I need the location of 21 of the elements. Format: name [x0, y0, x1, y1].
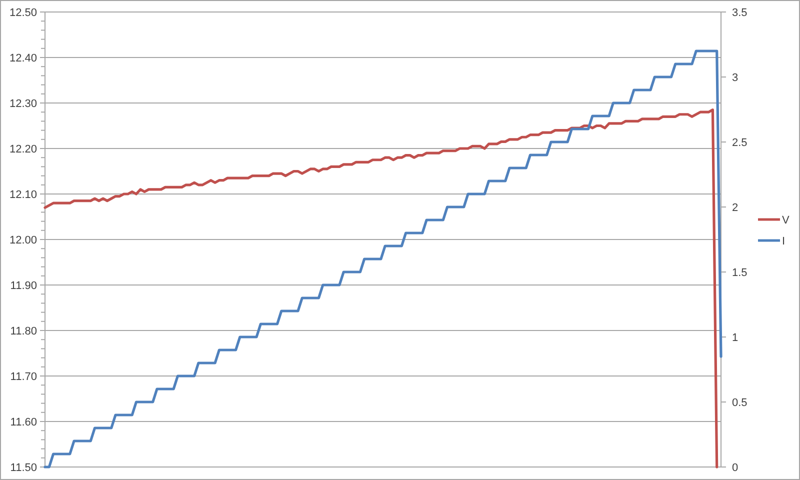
y2-tick-label: 0.5: [732, 396, 748, 409]
y-tick-label: 11.80: [10, 325, 37, 338]
y-tick-label: 12.20: [9, 143, 37, 156]
y2-tick-label: 1.5: [732, 266, 748, 279]
y2-tick-label: 2.5: [732, 136, 748, 149]
y-tick-label: 12.30: [9, 98, 37, 110]
y-tick-label: 12.50: [9, 6, 37, 19]
y2-tick-label: 3: [732, 72, 738, 84]
y2-tick-label: 1: [732, 332, 738, 344]
legend-label: V: [782, 214, 790, 226]
y-tick-label: 12.00: [9, 234, 37, 246]
y-tick-label: 11.50: [10, 462, 37, 474]
legend-label: I: [782, 235, 786, 248]
y-tick-label: 12.10: [9, 188, 37, 201]
y2-tick-label: 3.5: [732, 6, 748, 19]
y-tick-label: 11.70: [10, 370, 37, 383]
y2-tick-label: 0: [732, 462, 738, 474]
y2-tick-label: 2: [732, 202, 738, 214]
y-tick-label: 12.40: [9, 52, 37, 64]
y-tick-label: 11.60: [10, 416, 37, 428]
y-tick-label: 11.90: [10, 280, 37, 292]
